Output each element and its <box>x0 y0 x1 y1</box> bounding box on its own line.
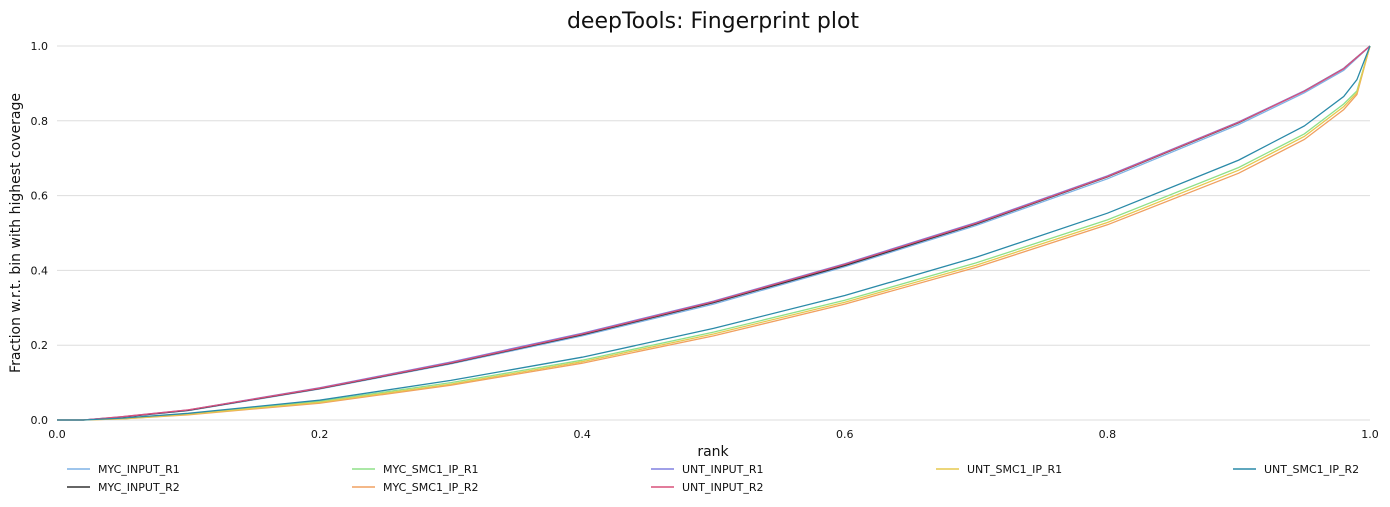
y-tick-label: 0.0 <box>31 414 49 427</box>
series-line-myc-smc1-ip-r1 <box>57 45 1371 421</box>
x-tick-label: 0.8 <box>1099 428 1117 441</box>
series-line-unt-smc1-ip-r1 <box>57 45 1371 421</box>
x-tick-label: 1.0 <box>1361 428 1379 441</box>
legend-item: UNT_INPUT_R1 <box>651 463 764 476</box>
legend-label: MYC_INPUT_R2 <box>98 481 180 494</box>
legend-item: MYC_INPUT_R2 <box>67 481 180 494</box>
x-tick-label: 0.6 <box>836 428 854 441</box>
legend-label: UNT_SMC1_IP_R1 <box>967 463 1062 476</box>
y-tick-label: 0.2 <box>31 339 49 352</box>
series-line-myc-smc1-ip-r2 <box>57 45 1371 421</box>
legend-item: MYC_INPUT_R1 <box>67 463 180 476</box>
legend: MYC_INPUT_R1 MYC_INPUT_R2 MYC_SMC1_IP_R1 MY… <box>67 463 1359 494</box>
legend-item: MYC_SMC1_IP_R1 <box>352 463 478 476</box>
legend-item: UNT_INPUT_R2 <box>651 481 764 494</box>
legend-label: UNT_INPUT_R1 <box>682 463 764 476</box>
y-tick-label: 1.0 <box>31 40 49 53</box>
x-tick-label: 0.0 <box>48 428 66 441</box>
legend-label: MYC_SMC1_IP_R1 <box>383 463 478 476</box>
grid <box>57 45 1370 421</box>
y-axis-label: Fraction w.r.t. bin with highest coverag… <box>8 93 24 373</box>
series-line-unt-input-r1 <box>57 45 1371 421</box>
legend-label: UNT_SMC1_IP_R2 <box>1264 463 1359 476</box>
axis-ticks: 0.0 0.2 0.4 0.6 0.8 1.0 0.0 0.2 0.4 0.6 0.8 1.0 <box>31 40 1379 441</box>
series-line-myc-input-r2 <box>57 45 1371 421</box>
legend-label: MYC_SMC1_IP_R2 <box>383 481 478 494</box>
legend-item: UNT_SMC1_IP_R2 <box>1233 463 1359 476</box>
legend-item: UNT_SMC1_IP_R1 <box>936 463 1062 476</box>
series-line-unt-smc1-ip-r2 <box>57 45 1371 421</box>
legend-label: MYC_INPUT_R1 <box>98 463 180 476</box>
series-line-unt-input-r2 <box>57 45 1371 421</box>
y-tick-label: 0.6 <box>31 190 49 203</box>
chart-title: deepTools: Fingerprint plot <box>567 9 859 34</box>
x-tick-label: 0.4 <box>573 428 591 441</box>
x-axis-label: rank <box>697 444 729 460</box>
y-tick-label: 0.8 <box>31 115 49 128</box>
series-line-myc-input-r1 <box>57 45 1371 421</box>
legend-item: MYC_SMC1_IP_R2 <box>352 481 478 494</box>
legend-label: UNT_INPUT_R2 <box>682 481 764 494</box>
x-tick-label: 0.2 <box>311 428 329 441</box>
y-tick-label: 0.4 <box>31 264 49 277</box>
series-lines <box>57 45 1371 421</box>
